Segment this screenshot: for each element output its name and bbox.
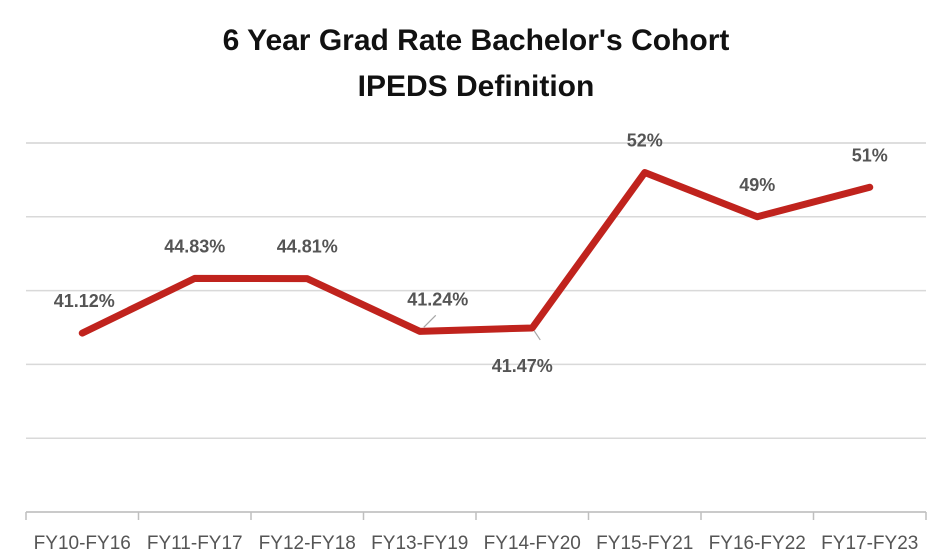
- data-label: 44.83%: [164, 236, 225, 256]
- chart-subtitle: IPEDS Definition: [357, 70, 595, 103]
- x-tick-label: FY16-FY22: [709, 533, 806, 554]
- data-label: 51%: [852, 145, 888, 165]
- x-tick-label: FY15-FY21: [596, 533, 693, 554]
- x-tick-label: FY13-FY19: [371, 533, 468, 554]
- data-label: 44.81%: [277, 237, 338, 257]
- chart-title: 6 Year Grad Rate Bachelor's Cohort: [222, 24, 730, 57]
- data-label-leader: [533, 330, 541, 341]
- x-tick-label: FY12-FY18: [259, 533, 356, 554]
- data-label: 52%: [627, 131, 663, 151]
- data-label: 41.47%: [492, 356, 553, 376]
- x-tick-label: FY17-FY23: [821, 533, 918, 554]
- data-label: 49%: [739, 175, 775, 195]
- x-tick-label: FY11-FY17: [147, 533, 243, 554]
- data-label-leader: [423, 314, 437, 328]
- x-tick-label: FY10-FY16: [34, 533, 131, 554]
- x-tick-label: FY14-FY20: [484, 533, 581, 554]
- series-line: [78, 169, 874, 337]
- data-label: 41.12%: [54, 291, 115, 311]
- data-label: 41.24%: [407, 289, 468, 309]
